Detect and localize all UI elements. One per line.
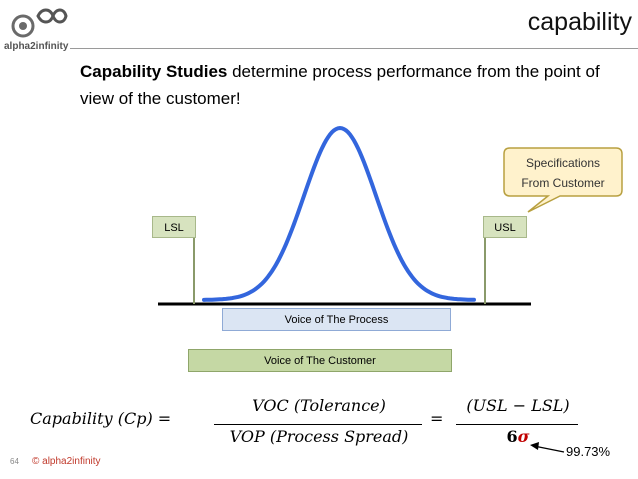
lsl-label: LSL [152, 216, 196, 238]
formula-numerator-spec: (USL − LSL) [466, 396, 570, 415]
copyright-text: © alpha2infinity [32, 456, 101, 467]
page-number: 64 [10, 457, 19, 466]
formula-denominator-vop: VOP (Process Spread) [229, 427, 409, 446]
callout-text: Specifications From Customer [504, 153, 622, 193]
intro-text: Capability Studies determine process per… [80, 58, 600, 112]
process-distribution-curve [202, 125, 476, 302]
voice-of-process-bar: Voice of The Process [222, 308, 451, 331]
callout-line-1: Specifications [525, 156, 601, 170]
coverage-percent: 99.73% [566, 444, 611, 459]
callout-line-2: From Customer [521, 176, 605, 190]
page-title: capability [527, 8, 632, 36]
voice-of-customer-bar: Voice of The Customer [188, 349, 452, 372]
infinity-logo-icon [11, 8, 68, 38]
intro-rest: determine process performance from the p… [80, 62, 600, 108]
usl-label: USL [483, 216, 527, 238]
formula-denominator-sigma: 6σ [456, 427, 580, 446]
sigma-coefficient: 6 [506, 427, 518, 446]
coverage-arrow-head [530, 442, 539, 450]
formula-fraction-bar-1 [214, 424, 422, 425]
callout-bubble [503, 147, 623, 213]
logo-text: alpha2infinity [4, 41, 69, 52]
formula-equals: = [430, 409, 444, 428]
intro-bold: Capability Studies [80, 62, 228, 81]
coverage-arrow [533, 445, 565, 453]
title-divider [70, 48, 638, 49]
formula-numerator-voc: VOC (Tolerance) [252, 396, 386, 415]
formula-fraction-bar-2 [456, 424, 578, 425]
sigma-symbol: σ [517, 427, 530, 446]
formula-lhs: Capability (Cp) = [30, 409, 172, 428]
